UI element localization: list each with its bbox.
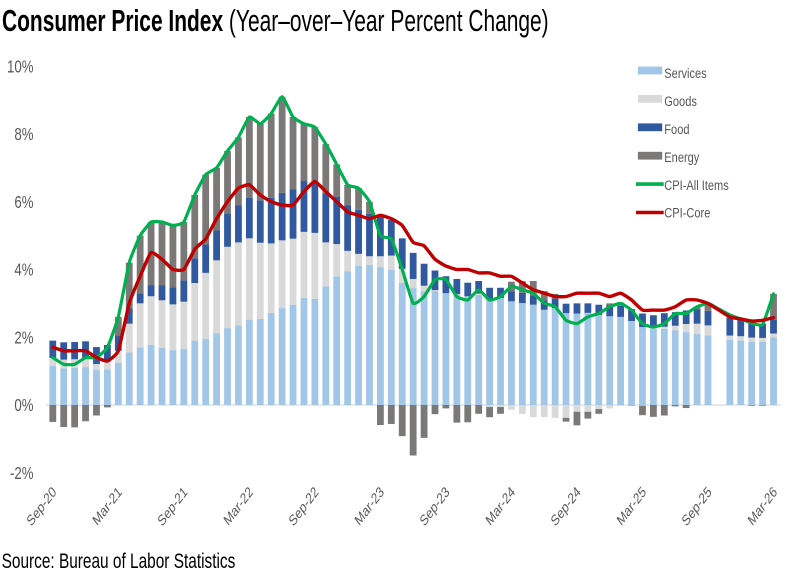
svg-text:Consumer Price Index (Year–ove: Consumer Price Index (Year–over–Year Per… [2, 3, 549, 38]
svg-text:CPI-All Items: CPI-All Items [664, 178, 729, 194]
svg-text:Goods: Goods [664, 94, 697, 110]
svg-text:10%: 10% [7, 58, 34, 77]
svg-text:Services: Services [664, 66, 706, 82]
svg-text:Energy: Energy [664, 150, 700, 166]
svg-text:6%: 6% [14, 193, 33, 212]
svg-text:8%: 8% [14, 126, 33, 145]
svg-text:-2%: -2% [10, 464, 34, 483]
svg-text:Food: Food [664, 122, 689, 138]
svg-text:2%: 2% [14, 329, 33, 348]
svg-text:CPI-Core: CPI-Core [664, 205, 710, 221]
svg-text:4%: 4% [14, 261, 33, 280]
svg-text:Source: Bureau of Labor Statis: Source: Bureau of Labor Statistics [2, 549, 236, 573]
svg-text:0%: 0% [14, 397, 33, 416]
